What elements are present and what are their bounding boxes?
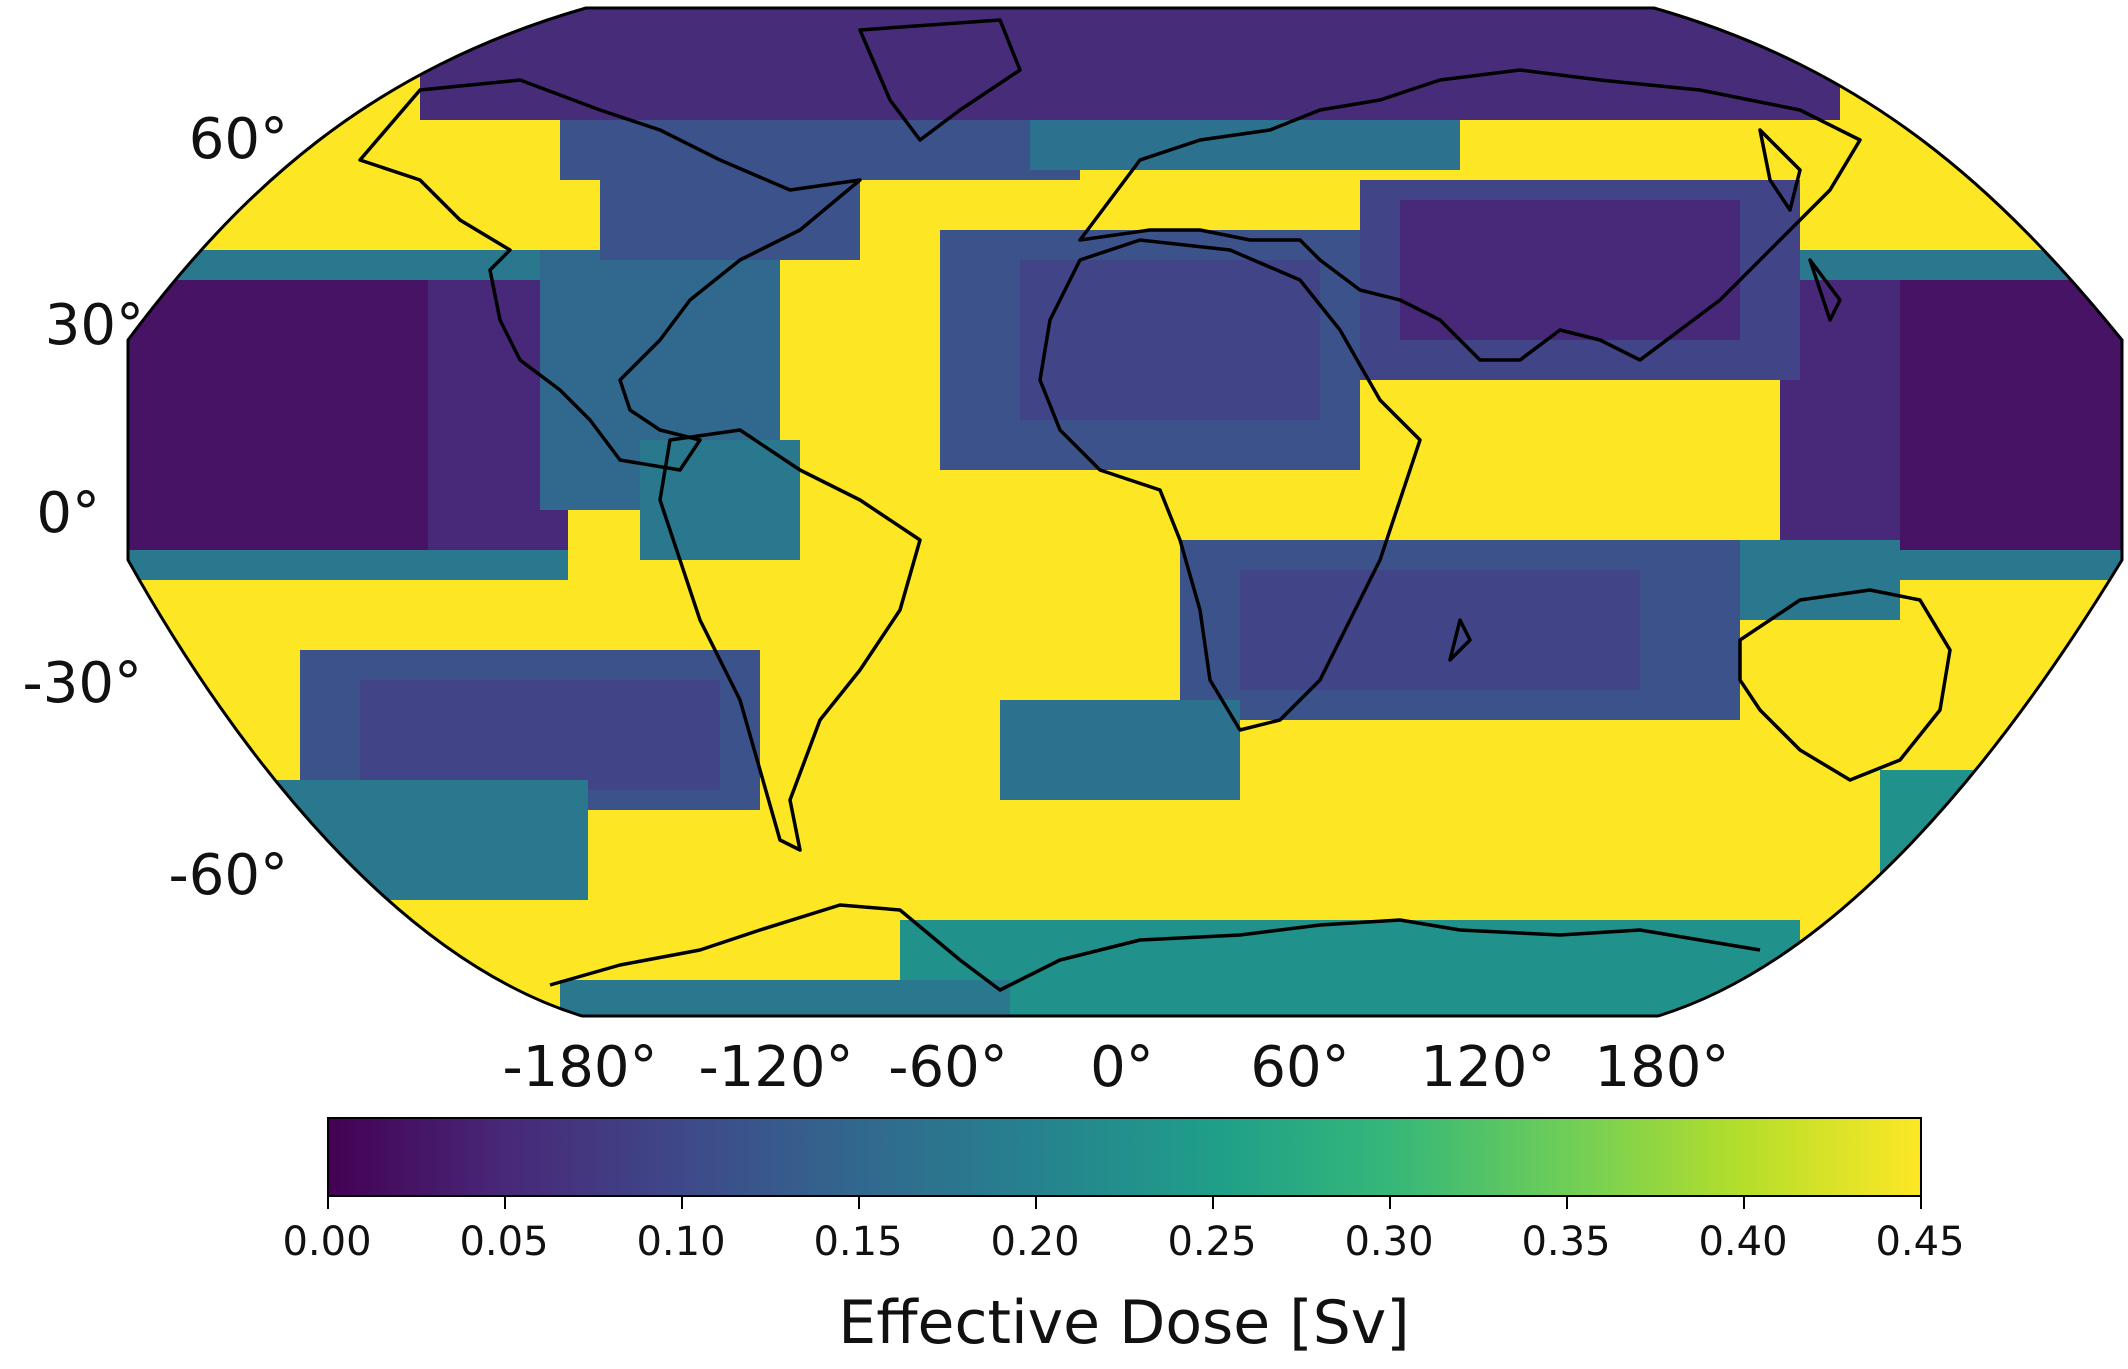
colorbar-tick (504, 1197, 506, 1209)
lon-label-0: 0° (1090, 1035, 1154, 1100)
colorbar-tick-label: 0.15 (813, 1219, 903, 1265)
colorbar (327, 1117, 1922, 1197)
colorbar-tick-label: 0.00 (282, 1219, 372, 1265)
lon-label-neg120: -120° (698, 1035, 854, 1100)
lat-label-neg60: -60° (168, 843, 288, 908)
lon-label-60: 60° (1250, 1035, 1350, 1100)
colorbar-tick-label: 0.25 (1167, 1219, 1257, 1265)
coastlines (358, 18, 1952, 992)
lat-label-60: 60° (188, 107, 288, 172)
colorbar-tick (1035, 1197, 1037, 1209)
lat-label-0: 0° (36, 481, 100, 546)
colorbar-tick-label: 0.30 (1344, 1219, 1434, 1265)
colorbar-tick (1920, 1197, 1922, 1209)
lon-label-120: 120° (1420, 1035, 1556, 1100)
dose-field (128, 8, 2122, 1016)
colorbar-tick (327, 1197, 329, 1209)
colorbar-tick-label: 0.10 (636, 1219, 726, 1265)
lon-label-180: 180° (1594, 1035, 1730, 1100)
colorbar-tick (1743, 1197, 1745, 1209)
colorbar-tick-label: 0.05 (459, 1219, 549, 1265)
lon-label-neg60: -60° (888, 1035, 1008, 1100)
colorbar-tick (1566, 1197, 1568, 1209)
colorbar-tick-label: 0.40 (1698, 1219, 1788, 1265)
lon-label-neg180: -180° (502, 1035, 658, 1100)
lat-label-neg30: -30° (22, 651, 142, 716)
world-dose-map (126, 6, 2124, 1018)
colorbar-tick-label: 0.45 (1875, 1219, 1965, 1265)
colorbar-tick (1389, 1197, 1391, 1209)
colorbar-tick-label: 0.35 (1521, 1219, 1611, 1265)
globe-outline (126, 6, 2124, 1018)
lat-label-30: 30° (44, 293, 144, 358)
colorbar-title: Effective Dose [Sv] (838, 1288, 1410, 1358)
colorbar-tick (858, 1197, 860, 1209)
colorbar-tick (681, 1197, 683, 1209)
colorbar-tick (1212, 1197, 1214, 1209)
colorbar-tick-label: 0.20 (990, 1219, 1080, 1265)
